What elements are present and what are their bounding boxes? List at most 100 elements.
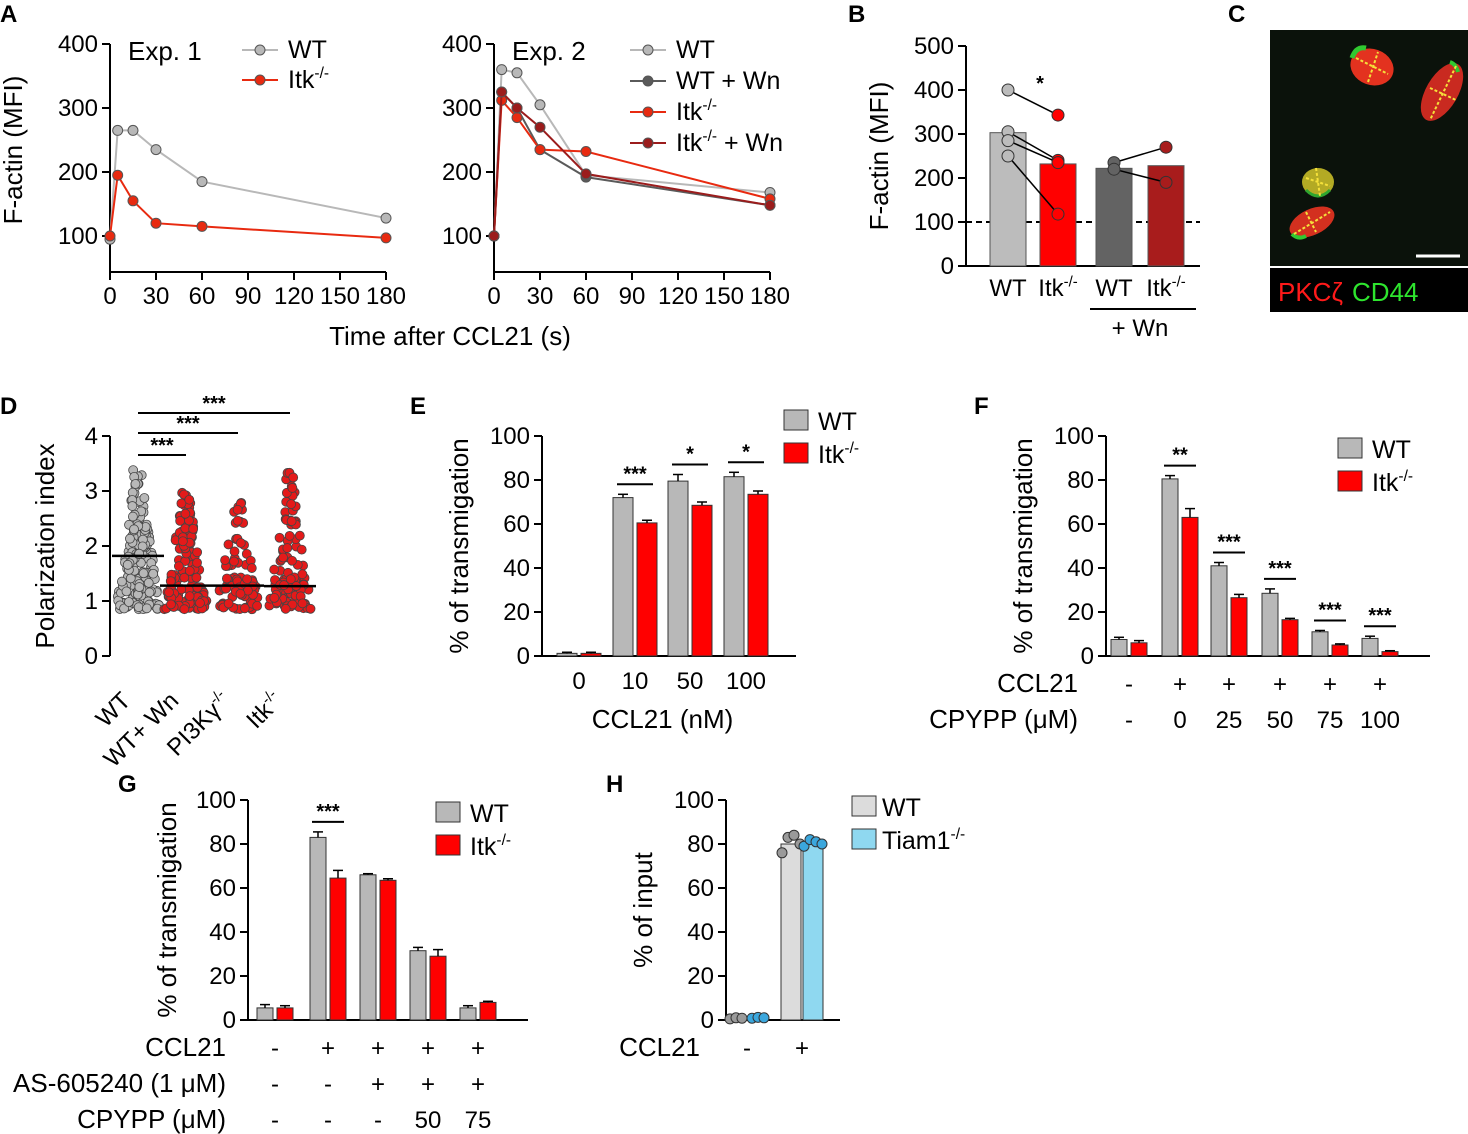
legend-marker <box>254 74 266 86</box>
y-tick-label: 0 <box>1081 643 1094 670</box>
row-value: + <box>1173 671 1187 698</box>
data-point <box>196 220 208 232</box>
row-value: - <box>1125 671 1133 698</box>
paired-line <box>1007 89 1059 116</box>
y-tick-label: 0 <box>517 643 530 670</box>
bar <box>636 522 658 657</box>
bar <box>1161 478 1179 657</box>
paired-point <box>1001 149 1015 163</box>
legend-label: Tiam1-/- <box>882 826 965 855</box>
scatter-point <box>164 587 174 598</box>
significance-star: *** <box>150 435 174 457</box>
legend-swatch <box>851 795 877 817</box>
bar <box>309 836 327 1021</box>
scatter-point <box>117 576 127 587</box>
y-tick-label: 60 <box>209 875 236 902</box>
legend-label: WT <box>1372 436 1411 464</box>
scatter-point <box>232 515 243 526</box>
legend-label: WT + Wn <box>676 67 780 95</box>
legend-label: Itk-/- + Wn <box>676 128 783 157</box>
data-point <box>511 102 523 114</box>
scatter-point <box>134 582 145 592</box>
bar <box>1331 644 1349 657</box>
legend-marker <box>642 44 654 56</box>
y-axis-label: F-actin (MFI) <box>864 82 894 231</box>
bar <box>359 874 377 1021</box>
y-tick-label: 2 <box>85 533 98 560</box>
paired-point <box>1051 156 1065 170</box>
legend-marker <box>254 44 266 56</box>
scatter-point <box>173 561 184 572</box>
x-tick-label: 180 <box>366 283 406 310</box>
x-tick-label: 90 <box>619 283 646 310</box>
row-value: + <box>1373 671 1387 698</box>
y-tick-label: 20 <box>687 963 714 990</box>
x-tick-label: 60 <box>189 283 216 310</box>
x-tick-label: WT <box>989 275 1027 302</box>
legend-swatch <box>783 409 809 431</box>
scatter-point <box>297 598 308 609</box>
paired-line <box>1113 146 1167 164</box>
bar <box>723 476 745 657</box>
bar <box>747 493 769 657</box>
scatter-point <box>195 598 205 608</box>
significance-star: * <box>1036 73 1044 95</box>
x-tick-label: 100 <box>726 668 766 695</box>
y-tick-label: 60 <box>503 511 530 538</box>
scatter-point <box>188 523 199 534</box>
y-tick-label: 500 <box>914 33 954 60</box>
data-point <box>150 144 162 156</box>
paired-point <box>1159 175 1173 189</box>
scatter-point <box>252 601 263 611</box>
y-tick-label: 300 <box>58 95 98 122</box>
x-tick-label: 120 <box>658 283 698 310</box>
y-tick-label: 4 <box>85 423 98 450</box>
scatter-point <box>184 565 195 576</box>
row-value: 75 <box>465 1107 492 1134</box>
scatter-point <box>166 599 176 610</box>
scatter-point <box>127 511 138 522</box>
bar <box>1311 631 1329 657</box>
row-label: CCL21 <box>619 1032 700 1062</box>
cell-1 <box>1349 45 1394 86</box>
y-tick-label: 100 <box>442 223 482 250</box>
data-point <box>196 176 208 188</box>
bar <box>1210 565 1228 657</box>
row-label: CPYPP (μM) <box>77 1104 226 1134</box>
data-point <box>580 168 592 180</box>
legend-label: Itk-/- <box>1372 468 1413 497</box>
paired-line <box>1007 139 1059 164</box>
scatter-point <box>286 516 297 527</box>
scatter-point <box>287 555 297 566</box>
bar <box>691 504 713 657</box>
row-value: - <box>271 1071 279 1098</box>
y-tick-label: 100 <box>914 209 954 236</box>
significance-star: *** <box>1268 558 1292 580</box>
data-point <box>816 838 828 850</box>
scatter-point <box>235 588 246 599</box>
scatter-point <box>274 532 285 543</box>
scatter-point <box>221 573 232 584</box>
y-tick-label: 80 <box>687 831 714 858</box>
bar <box>1281 619 1299 657</box>
legend-marker <box>642 75 654 87</box>
bar <box>1261 592 1279 657</box>
scatter-point <box>239 603 250 614</box>
data-point <box>511 67 523 79</box>
row-value: + <box>371 1071 385 1098</box>
scatter-point <box>296 544 307 555</box>
data-point <box>380 212 392 224</box>
scatter-point <box>288 472 299 483</box>
bar <box>379 879 397 1021</box>
scatter-point <box>286 499 297 510</box>
data-point <box>112 124 124 136</box>
data-point <box>127 124 139 136</box>
scatter-point <box>139 493 150 503</box>
x-axis-label: CCL21 (nM) <box>592 704 734 734</box>
y-tick-label: 80 <box>503 467 530 494</box>
row-value: + <box>795 1035 809 1062</box>
y-tick-label: 100 <box>196 787 236 814</box>
legend-label: Itk-/- <box>470 832 511 861</box>
scatter-point <box>229 556 239 567</box>
